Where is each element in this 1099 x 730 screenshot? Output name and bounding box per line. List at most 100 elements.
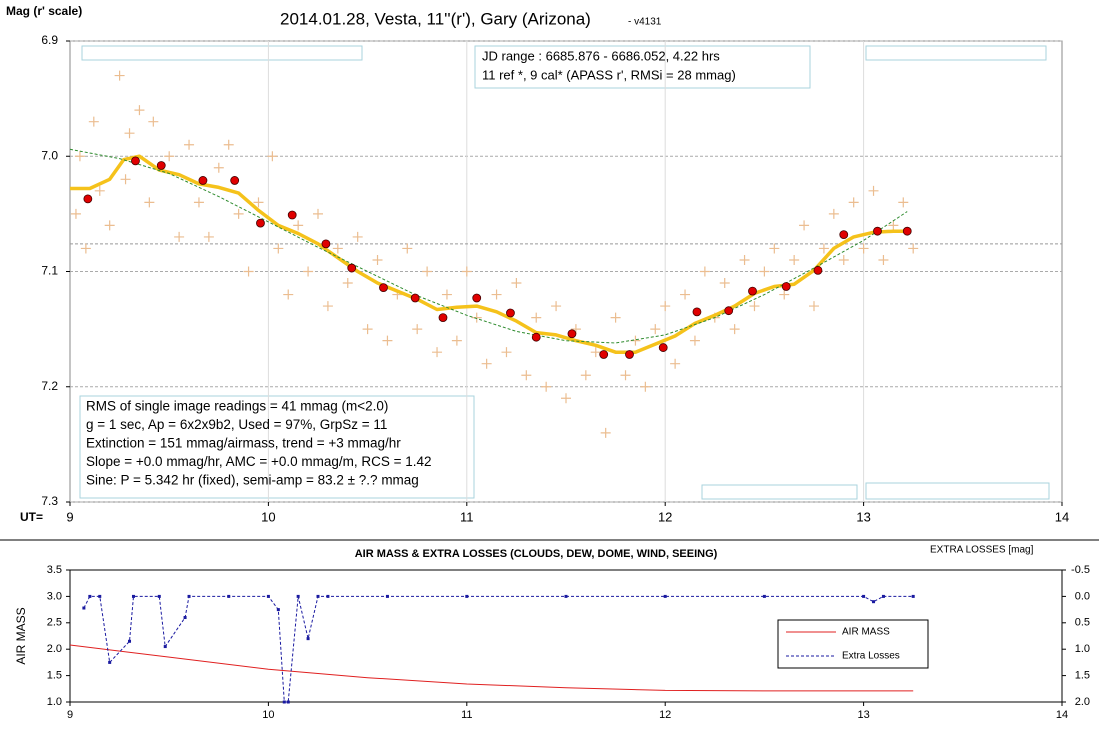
data-point bbox=[293, 220, 304, 231]
data-point bbox=[347, 263, 357, 273]
y-axis-label: AIR MASS bbox=[14, 607, 28, 664]
data-point bbox=[888, 220, 899, 231]
data-point bbox=[326, 594, 330, 598]
data-point bbox=[658, 343, 668, 352]
data-point bbox=[412, 324, 423, 335]
data-point bbox=[131, 594, 135, 598]
data-point bbox=[640, 381, 651, 392]
info-text: Slope = +0.0 mmag/hr, AMC = +0.0 mmag/m,… bbox=[86, 454, 432, 469]
data-point bbox=[104, 220, 115, 231]
x-tick-label: 12 bbox=[659, 709, 671, 721]
data-point bbox=[878, 254, 889, 265]
data-point bbox=[120, 174, 131, 185]
info-text: g = 1 sec, Ap = 6x2x9b2, Used = 97%, Grp… bbox=[86, 417, 387, 432]
empty-box bbox=[701, 484, 858, 500]
data-point bbox=[187, 594, 191, 598]
y2-tick-label: 0.5 bbox=[1075, 617, 1090, 629]
data-point bbox=[625, 350, 634, 359]
data-point bbox=[511, 278, 522, 289]
x-tick-label: 9 bbox=[67, 709, 73, 721]
data-point bbox=[680, 289, 691, 300]
data-point bbox=[828, 208, 839, 219]
series-line bbox=[69, 644, 914, 692]
data-point bbox=[719, 278, 730, 289]
x-tick-label: 13 bbox=[857, 709, 869, 721]
empty-box bbox=[865, 45, 1047, 61]
data-point bbox=[441, 289, 452, 300]
data-point bbox=[70, 208, 81, 219]
empty-box bbox=[865, 482, 1050, 500]
data-point bbox=[98, 594, 102, 598]
data-point bbox=[193, 197, 204, 208]
data-point bbox=[799, 220, 810, 231]
info-box bbox=[79, 395, 475, 499]
data-point bbox=[759, 266, 770, 277]
data-point bbox=[108, 660, 112, 664]
data-point bbox=[198, 176, 208, 185]
data-point bbox=[762, 594, 766, 598]
data-point bbox=[465, 594, 469, 598]
data-point bbox=[881, 594, 885, 598]
data-point bbox=[163, 645, 167, 649]
data-point bbox=[650, 324, 661, 335]
data-point bbox=[506, 308, 515, 318]
info-text: Sine: P = 5.342 hr (fixed), semi-amp = 8… bbox=[86, 473, 419, 488]
y-tick-label: 1.0 bbox=[47, 696, 62, 708]
data-point bbox=[422, 266, 433, 277]
data-point bbox=[839, 230, 849, 240]
data-point bbox=[873, 226, 882, 236]
plot-frame bbox=[69, 569, 1063, 703]
data-point bbox=[203, 231, 214, 242]
data-point bbox=[561, 393, 571, 404]
data-point bbox=[313, 208, 323, 219]
data-point bbox=[243, 266, 254, 277]
data-point bbox=[567, 329, 577, 339]
data-point bbox=[74, 151, 85, 162]
data-point bbox=[183, 616, 187, 620]
x-tick-label: 14 bbox=[1055, 509, 1069, 524]
data-point bbox=[789, 254, 800, 265]
data-point bbox=[868, 185, 879, 196]
data-point bbox=[174, 231, 185, 242]
data-point bbox=[283, 289, 294, 300]
data-point bbox=[131, 156, 140, 166]
data-point bbox=[781, 282, 791, 291]
data-point bbox=[521, 370, 532, 381]
data-point bbox=[580, 370, 591, 381]
data-point bbox=[80, 243, 91, 254]
data-point bbox=[148, 116, 159, 127]
data-point bbox=[551, 301, 562, 312]
legend-label: Extra Losses bbox=[842, 651, 900, 662]
data-point bbox=[471, 312, 482, 323]
data-point bbox=[739, 254, 750, 265]
data-point bbox=[590, 347, 601, 358]
x-tick-label: 14 bbox=[1056, 709, 1068, 721]
y-tick-label: 3.5 bbox=[47, 564, 62, 576]
data-point bbox=[253, 197, 264, 208]
data-point bbox=[164, 151, 175, 162]
data-point bbox=[472, 293, 482, 303]
data-point bbox=[501, 347, 512, 358]
data-point bbox=[83, 194, 93, 204]
data-point bbox=[287, 210, 297, 220]
series-line bbox=[69, 148, 908, 344]
data-point bbox=[322, 301, 333, 312]
data-point bbox=[748, 286, 757, 296]
data-point bbox=[902, 226, 912, 236]
info-text: JD range : 6685.876 - 6686.052, 4.22 hrs bbox=[482, 48, 720, 63]
data-point bbox=[372, 254, 383, 265]
data-point bbox=[82, 606, 86, 610]
y2-tick-label: 2.0 bbox=[1075, 696, 1090, 708]
data-point bbox=[908, 243, 919, 254]
data-point bbox=[818, 243, 829, 254]
info-box bbox=[474, 45, 811, 89]
data-point bbox=[692, 307, 702, 317]
legend-label: AIR MASS bbox=[842, 627, 890, 638]
data-point bbox=[296, 594, 300, 598]
data-point bbox=[564, 594, 568, 598]
data-point bbox=[128, 639, 132, 643]
data-point bbox=[124, 128, 135, 139]
y-tick-label: 7.2 bbox=[41, 379, 58, 393]
data-point bbox=[134, 105, 145, 116]
